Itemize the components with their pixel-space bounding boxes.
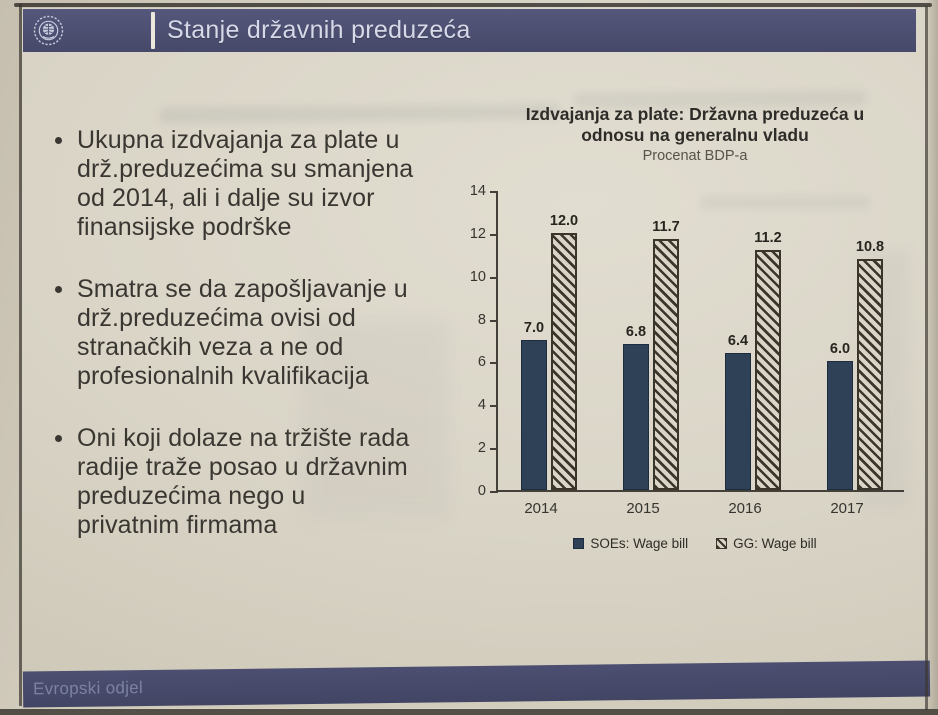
legend-label: GG: Wage bill [733,536,817,551]
y-axis-tick-mark [490,362,498,365]
slide-edge-right [925,6,928,710]
y-axis-tick-mark [490,405,498,408]
y-axis-tick-label: 0 [477,483,486,499]
y-axis-tick-mark [490,276,498,279]
y-axis-tick-mark [490,233,498,236]
slide-edge-left [19,4,22,706]
y-axis-tick-mark [490,491,498,493]
bar-value-label: 6.0 [829,341,851,358]
slide-header: Stanje državnih preduzeća [23,9,916,52]
header-separator [151,12,155,49]
plot-area: 0 2 4 6 8 10 12 14 7.0 12.0 2014 6.8 11.7 2015 6.4 11.2… [470,183,904,517]
legend-item: GG: Wage bill [716,536,817,551]
bar-value-label: 7.0 [523,320,545,336]
y-axis-tick-mark [490,191,498,193]
bullet-item: Ukupna izdvajanja za plate u drž.preduze… [52,126,452,242]
photo-right-shade [926,0,938,715]
wage-bill-chart: Izdvajanja za plate: Državna preduzeća u… [462,104,928,584]
imf-seal-icon [33,15,64,46]
gg-bar-2014 [551,232,577,490]
x-axis-tick-label: 2015 [626,500,660,517]
soe-bar-2016 [725,352,751,490]
bar-value-label: 6.4 [727,332,749,349]
y-axis-tick-label: 2 [477,440,486,457]
legend-item: SOEs: Wage bill [573,536,688,551]
bullet-item: Oni koji dolaze na tržište rada radije t… [52,424,452,540]
gg-bar-2017 [857,258,883,490]
bar-value-label: 12.0 [549,212,579,229]
soe-bar-2017 [827,361,853,490]
y-axis-tick-mark [490,448,498,451]
y-axis-tick-label: 4 [477,397,486,414]
slide-edge-top [14,3,932,7]
bar-value-label: 11.7 [652,219,680,236]
y-axis-tick-label: 8 [477,311,486,328]
bar-value-label: 10.8 [855,238,885,255]
hatched-swatch-icon [716,538,728,549]
bullet-list: Ukupna izdvajanja za plate u drž.preduze… [52,126,452,573]
bullet-item: Smatra se da zapošljavanje u drž.preduze… [52,275,452,391]
footer-label: Evropski odjel [32,678,144,699]
photo-edge-bottom [0,709,938,715]
chart-title: Izdvajanja za plate: Državna preduzeća u… [525,104,865,145]
y-axis-tick-label: 10 [469,268,486,285]
soe-bar-2015 [623,344,649,490]
y-axis-tick-label: 6 [477,354,486,371]
y-axis-tick-mark [490,319,498,322]
gg-bar-2016 [755,250,781,490]
chart-subtitle: Procenat BDP-a [642,148,748,164]
x-axis-tick-label: 2014 [524,500,558,517]
soe-bar-2014 [521,340,547,490]
bar-value-label: 11.2 [754,230,782,246]
logo-box [23,9,151,52]
y-axis-tick-label: 14 [469,183,486,199]
slide-title: Stanje državnih preduzeća [167,16,471,44]
chart-legend: SOEs: Wage bill GG: Wage bill [462,536,928,551]
bar-value-label: 6.8 [625,324,647,341]
x-axis-tick-label: 2017 [830,500,864,517]
y-axis-tick-label: 12 [469,225,486,242]
x-axis-tick-label: 2016 [728,500,762,517]
gg-bar-2015 [653,239,679,490]
solid-swatch-icon [573,538,585,549]
legend-label: SOEs: Wage bill [590,536,689,551]
